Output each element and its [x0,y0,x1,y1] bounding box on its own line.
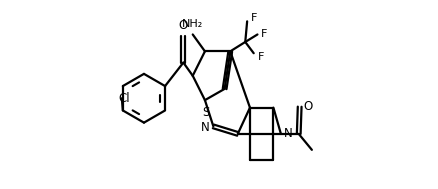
Text: N: N [284,127,293,140]
Text: N: N [201,121,209,134]
Text: S: S [203,106,210,119]
Text: O: O [304,100,313,113]
Text: O: O [179,19,188,32]
Text: F: F [258,52,264,62]
Text: F: F [261,29,268,40]
Text: F: F [251,13,257,22]
Text: NH₂: NH₂ [182,19,203,29]
Text: Cl: Cl [118,92,130,105]
